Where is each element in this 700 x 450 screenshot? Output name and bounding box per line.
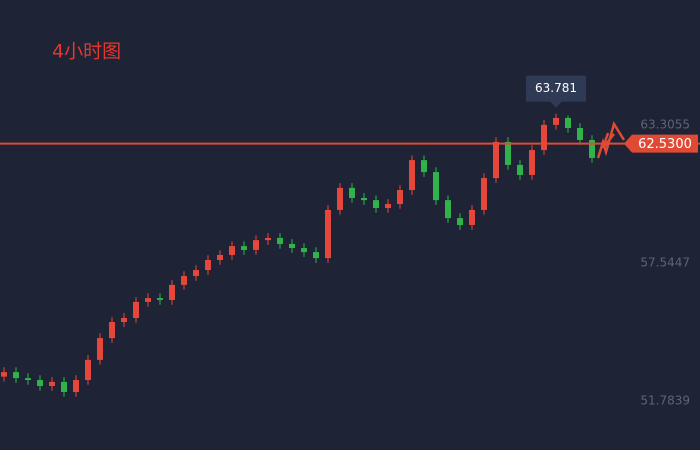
y-tick-label: 51.7839 <box>640 393 690 407</box>
candle-body <box>1 372 7 377</box>
candle-body <box>337 187 343 210</box>
arrow-line <box>596 120 626 159</box>
arrow-head <box>601 132 615 149</box>
candle-body <box>553 117 559 125</box>
candle-body <box>241 246 247 250</box>
candle-body <box>97 338 103 360</box>
candle-body <box>229 246 235 255</box>
candle-body <box>493 141 499 179</box>
trend-arrow <box>596 120 626 159</box>
candle-body <box>481 178 487 210</box>
candle-body <box>373 200 379 209</box>
candle-body <box>85 359 91 381</box>
candle-body <box>37 380 43 386</box>
candle-body <box>589 139 595 158</box>
candle-body <box>457 218 463 226</box>
candle-body <box>169 284 175 300</box>
candle-body <box>25 378 31 381</box>
candle-body <box>385 203 391 209</box>
candle-body <box>205 259 211 271</box>
candle-body <box>73 380 79 392</box>
candle-body <box>541 124 547 151</box>
chart-title: 4小时图 <box>52 41 121 63</box>
price-tag <box>624 134 698 153</box>
candle-body <box>289 243 295 249</box>
candle-body <box>109 322 115 339</box>
candle-body <box>193 270 199 277</box>
candle-body <box>433 172 439 201</box>
candle-body <box>349 187 355 198</box>
candle-body <box>529 150 535 175</box>
candle-body <box>469 209 475 226</box>
candle-body <box>577 128 583 140</box>
candle-body <box>445 200 451 219</box>
candle-body <box>517 164 523 175</box>
candle-body <box>253 240 259 250</box>
y-tick-label: 57.5447 <box>640 255 690 269</box>
candle-body <box>313 252 319 259</box>
price-tag-label: 62.5300 <box>638 137 692 152</box>
candle-body <box>361 197 367 201</box>
candle-body <box>217 254 223 260</box>
candle-body <box>301 248 307 253</box>
candle-body <box>421 160 427 173</box>
candle-body <box>133 301 139 318</box>
candle-body <box>505 141 511 165</box>
candle-body <box>265 237 271 241</box>
y-tick-label: 63.3055 <box>640 118 690 132</box>
max-callout <box>526 75 586 108</box>
candle-body <box>409 160 415 191</box>
candle-body <box>49 381 55 386</box>
candle-body <box>121 317 127 323</box>
candle-body <box>157 298 163 300</box>
candle-body <box>277 237 283 244</box>
max-label: 63.781 <box>535 81 577 95</box>
candle-body <box>61 381 67 392</box>
candle-body <box>13 372 19 379</box>
candle-body <box>397 190 403 204</box>
candle-body <box>565 117 571 129</box>
candle-body <box>325 209 331 259</box>
candle-body <box>181 276 187 285</box>
candle-body <box>145 298 151 302</box>
